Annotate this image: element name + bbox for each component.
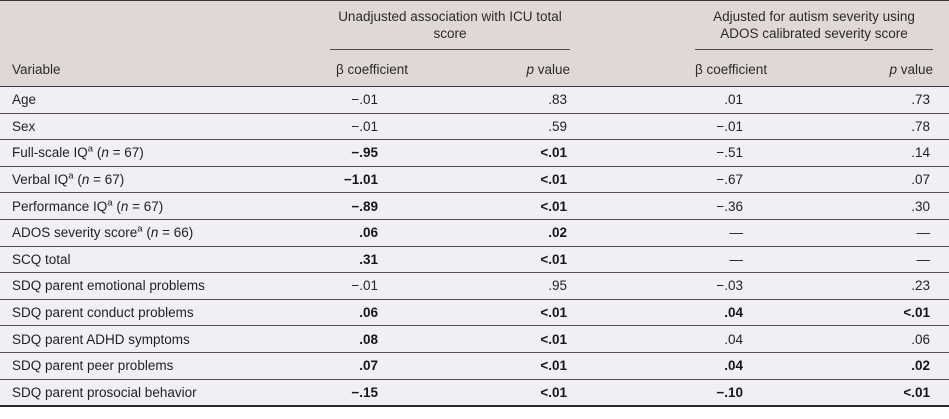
beta2-cell: −.36 [570, 192, 759, 220]
p1-cell: .59 [458, 112, 571, 140]
table-row: SDQ parent peer problems .07 <.01.04.02 [0, 351, 949, 380]
p1-cell: <.01 [458, 351, 571, 380]
p2-cell: — [758, 245, 949, 273]
table-header: Unadjusted association with ICU total sc… [0, 0, 949, 87]
beta1-cell: −.15 [330, 378, 458, 406]
p1-cell: <.01 [458, 139, 571, 167]
beta2-cell: — [570, 245, 759, 273]
beta2-cell: −.03 [570, 272, 759, 300]
beta1-cell: .07 [330, 351, 458, 380]
table-row: SDQ parent emotional problems −.01.95 −.03… [0, 272, 949, 300]
p2-cell: .06 [758, 325, 949, 353]
beta1-cell: −.01 [330, 272, 458, 300]
variable-cell: SDQ parent ADHD symptoms [0, 325, 330, 353]
beta1-cell: −1.01 [330, 165, 458, 193]
group-title-unadjusted: Unadjusted association with ICU total sc… [330, 8, 571, 50]
beta2-cell: .04 [570, 298, 759, 326]
p2-cell: .30 [758, 192, 949, 220]
beta2-cell: — [570, 218, 759, 247]
beta1-cell: −.89 [330, 192, 458, 220]
p2-cell: .78 [758, 112, 949, 140]
column-header-beta-2: β coefficient [570, 52, 767, 87]
column-header-row: Variable β coefficient p value β coeffic… [0, 52, 949, 87]
p2-cell: — [758, 218, 949, 247]
p1-cell: <.01 [458, 298, 571, 326]
variable-cell: SDQ parent prosocial behavior [0, 378, 330, 406]
p1-cell: <.01 [458, 325, 571, 353]
p2-cell: .07 [758, 165, 949, 193]
p2-cell: .02 [758, 351, 949, 380]
variable-cell: SDQ parent emotional problems [0, 272, 330, 300]
beta2-cell: −.67 [570, 165, 759, 193]
p-italic: p [889, 62, 897, 77]
variable-cell: Sex [0, 112, 330, 140]
beta2-cell: −.51 [570, 139, 759, 167]
beta1-cell: −.01 [330, 112, 458, 140]
group-title-adjusted: Adjusted for autism severity using ADOS … [695, 8, 934, 50]
beta1-cell: −.95 [330, 139, 458, 167]
variable-cell: Age [0, 86, 330, 114]
beta2-cell: .04 [570, 351, 759, 380]
column-header-variable: Variable [0, 52, 330, 87]
p1-cell: <.01 [458, 165, 571, 193]
table-row: SCQ total .31 <.01— — [0, 245, 949, 273]
group-header-adjusted: Adjusted for autism severity using ADOS … [570, 0, 949, 53]
beta2-cell: −.01 [570, 112, 759, 140]
variable-cell: SCQ total [0, 245, 330, 273]
beta1-cell: .06 [330, 298, 458, 326]
table-row: Full-scale IQa (n = 67) −.95 <.01 −.51.14 [0, 139, 949, 167]
table-row: Age −.01.83.01.73 [0, 86, 949, 114]
table-body: Age −.01.83.01.73 Sex −.01.59 −.01.78 Full-sc… [0, 86, 949, 406]
table-row: Performance IQa (n = 67) −.89 <.01 −.36.30 [0, 192, 949, 220]
table-row: Verbal IQa (n = 67) −1.01 <.01 −.67.07 [0, 165, 949, 193]
p2-cell: .73 [758, 86, 949, 114]
table-row: SDQ parent conduct problems .06 <.01.04 <.0… [0, 298, 949, 326]
group-header-row: Unadjusted association with ICU total sc… [0, 0, 949, 53]
variable-cell: Full-scale IQa (n = 67) [0, 139, 330, 167]
p1-cell: .95 [458, 272, 571, 300]
p2-cell: .14 [758, 139, 949, 167]
p1-cell: .83 [458, 86, 571, 114]
variable-cell: Verbal IQa (n = 67) [0, 165, 330, 193]
beta1-cell: −.01 [330, 86, 458, 114]
beta1-cell: .31 [330, 245, 458, 273]
variable-cell: SDQ parent peer problems [0, 351, 330, 380]
column-header-beta-1: β coefficient [330, 52, 458, 87]
column-header-p-2: p value [758, 52, 949, 87]
beta2-cell: .01 [570, 86, 759, 114]
column-header-p-1: p value [458, 52, 571, 87]
group-header-spacer [0, 0, 330, 53]
variable-cell: SDQ parent conduct problems [0, 298, 330, 326]
p-rest: value [897, 62, 934, 77]
p1-cell: .02 [458, 218, 571, 247]
beta1-cell: .08 [330, 325, 458, 353]
p2-cell: <.01 [758, 298, 949, 326]
group-header-unadjusted: Unadjusted association with ICU total sc… [330, 0, 571, 53]
table-row: ADOS severity scorea (n = 66) .06.02— — [0, 218, 949, 247]
p1-cell: <.01 [458, 378, 571, 406]
beta2-cell: −.10 [570, 378, 759, 406]
association-table: Unadjusted association with ICU total sc… [0, 0, 949, 407]
table-row: Sex −.01.59 −.01.78 [0, 112, 949, 140]
p2-cell: .23 [758, 272, 949, 300]
table-row: SDQ parent prosocial behavior −.15 <.01 −.1… [0, 378, 949, 406]
p1-cell: <.01 [458, 245, 571, 273]
p-italic: p [526, 62, 534, 77]
beta1-cell: .06 [330, 218, 458, 247]
variable-cell: Performance IQa (n = 67) [0, 192, 330, 220]
p-rest: value [533, 62, 571, 77]
p2-cell: <.01 [758, 378, 949, 406]
variable-cell: ADOS severity scorea (n = 66) [0, 218, 330, 247]
beta2-cell: .04 [570, 325, 759, 353]
table-row: SDQ parent ADHD symptoms .08 <.01.04.06 [0, 325, 949, 353]
p1-cell: <.01 [458, 192, 571, 220]
